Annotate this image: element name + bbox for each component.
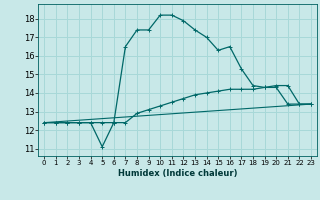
X-axis label: Humidex (Indice chaleur): Humidex (Indice chaleur): [118, 169, 237, 178]
